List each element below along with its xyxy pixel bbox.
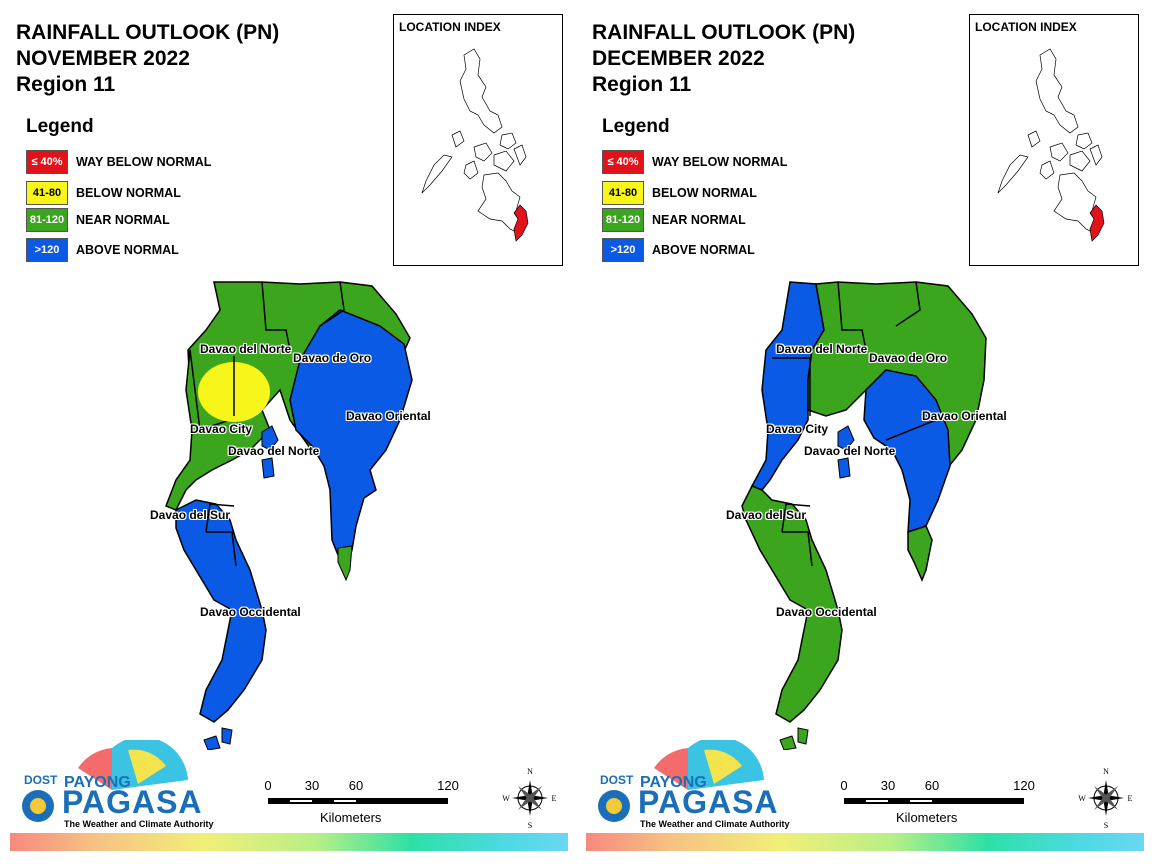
compass-rose: N S E W [502, 766, 558, 830]
panel-december: RAINFALL OUTLOOK (PN) DECEMBER 2022 Regi… [576, 0, 1152, 864]
legend-swatch: 41-80 [26, 181, 68, 205]
label-davao-del-norte: Davao del Norte [200, 342, 292, 356]
label-davao-de-oro: Davao de Oro [293, 351, 372, 365]
title-line-3: Region 11 [592, 73, 692, 96]
logo-pagasa: PAGASA [638, 784, 779, 820]
map-title: RAINFALL OUTLOOK (PN) NOVEMBER 2022 Regi… [16, 20, 279, 98]
legend-title: Legend [602, 116, 670, 137]
scale-tick: 30 [880, 778, 896, 793]
region-davao-oriental [289, 309, 413, 572]
compass-rose: N S E W [1078, 766, 1134, 830]
logo-tagline: The Weather and Climate Authority [64, 819, 214, 829]
label-davao-oriental: Davao Oriental [922, 409, 1007, 423]
legend-swatch: ≤ 40% [26, 150, 68, 174]
title-line-2: NOVEMBER 2022 [16, 47, 190, 70]
region-davao-del-sur [741, 485, 843, 723]
location-index-title: LOCATION INDEX [399, 20, 501, 34]
legend-label: NEAR NORMAL [76, 213, 170, 227]
legend-swatch: >120 [602, 238, 644, 262]
legend-swatch: 81-120 [602, 208, 644, 232]
logo-payong: PAYONG [64, 774, 131, 791]
logo-dost: DOST [600, 773, 634, 787]
philippines-index-map [421, 48, 529, 242]
region-island-south-2 [797, 727, 809, 745]
legend-label: WAY BELOW NORMAL [652, 155, 788, 169]
panel-november: RAINFALL OUTLOOK (PN) NOVEMBER 2022 Regi… [10, 14, 568, 851]
legend-label: BELOW NORMAL [76, 186, 181, 200]
label-davao-city: Davao City [190, 422, 253, 436]
label-davao-del-sur: Davao del Sur [726, 508, 807, 522]
label-davao-del-norte-2: Davao del Norte [228, 444, 320, 458]
region-oriental-south [907, 525, 933, 582]
compass-s: S [528, 821, 532, 830]
legend-label: WAY BELOW NORMAL [76, 155, 212, 169]
scale-tick: 120 [1013, 778, 1035, 793]
label-davao-occidental: Davao Occidental [776, 605, 877, 619]
title-line-1: RAINFALL OUTLOOK (PN) [592, 21, 856, 44]
philippines-index-map [997, 48, 1105, 242]
legend-label: BELOW NORMAL [652, 186, 757, 200]
legend-swatch: ≤ 40% [602, 150, 644, 174]
color-bar [10, 833, 568, 851]
legend-label: ABOVE NORMAL [76, 243, 179, 257]
title-line-3: Region 11 [16, 73, 116, 96]
compass-n: N [1103, 767, 1109, 776]
label-davao-del-norte-2: Davao del Norte [804, 444, 896, 458]
legend-swatch: 81-120 [26, 208, 68, 232]
scale-unit: Kilometers [320, 810, 382, 825]
region-oriental-tip [337, 545, 353, 582]
region-samal-island-2 [261, 457, 275, 479]
title-line-2: DECEMBER 2022 [592, 47, 765, 70]
legend-label: ABOVE NORMAL [652, 243, 755, 257]
region-davao-del-sur [175, 499, 267, 723]
scale-tick: 120 [437, 778, 459, 793]
compass-e: E [1128, 794, 1133, 803]
map-title: RAINFALL OUTLOOK (PN) DECEMBER 2022 Regi… [592, 20, 855, 98]
region-island-south-2 [221, 727, 233, 745]
label-davao-oriental: Davao Oriental [346, 409, 431, 423]
region-11-map [741, 281, 987, 750]
title-line-1: RAINFALL OUTLOOK (PN) [16, 21, 280, 44]
scale-tick: 0 [840, 778, 848, 793]
scale-tick: 0 [264, 778, 272, 793]
color-bar [586, 833, 1144, 851]
region-island-south [779, 735, 797, 750]
region-11-map [165, 281, 413, 750]
region-highlight [513, 204, 529, 242]
region-highlight [1089, 204, 1105, 242]
region-island-south [203, 735, 221, 750]
location-index-title: LOCATION INDEX [975, 20, 1077, 34]
scale-tick: 30 [304, 778, 320, 793]
compass-w: W [1078, 794, 1086, 803]
location-index: LOCATION INDEX [393, 14, 563, 266]
region-samal-island-2 [837, 457, 851, 479]
scale-unit: Kilometers [896, 810, 958, 825]
scale-bar: 0 30 60 120 Kilometers [838, 776, 1038, 836]
pagasa-logo: DOST PAYONG PAGASA The Weather and Clima… [594, 740, 790, 832]
region-samal-island [837, 425, 855, 451]
label-davao-del-sur: Davao del Sur [150, 508, 231, 522]
scale-bar: 0 30 60 120 Kilometers [262, 776, 462, 836]
logo-dost: DOST [24, 773, 58, 787]
legend-title: Legend [26, 116, 94, 137]
logo-tagline: The Weather and Climate Authority [640, 819, 790, 829]
legend-swatch: 41-80 [602, 181, 644, 205]
compass-n: N [527, 767, 533, 776]
logo-pagasa: PAGASA [62, 784, 203, 820]
compass-s: S [1104, 821, 1108, 830]
label-davao-del-norte: Davao del Norte [776, 342, 868, 356]
legend-swatch: >120 [26, 238, 68, 262]
label-davao-city: Davao City [766, 422, 829, 436]
label-davao-de-oro: Davao de Oro [869, 351, 948, 365]
compass-e: E [552, 794, 557, 803]
location-index: LOCATION INDEX [969, 14, 1139, 266]
region-samal-island [261, 425, 279, 451]
scale-tick: 60 [348, 778, 364, 793]
scale-tick: 60 [924, 778, 940, 793]
compass-w: W [502, 794, 510, 803]
legend-label: NEAR NORMAL [652, 213, 746, 227]
label-davao-occidental: Davao Occidental [200, 605, 301, 619]
logo-payong: PAYONG [640, 774, 707, 791]
pagasa-logo: DOST PAYONG PAGASA The Weather and Clima… [18, 740, 214, 832]
